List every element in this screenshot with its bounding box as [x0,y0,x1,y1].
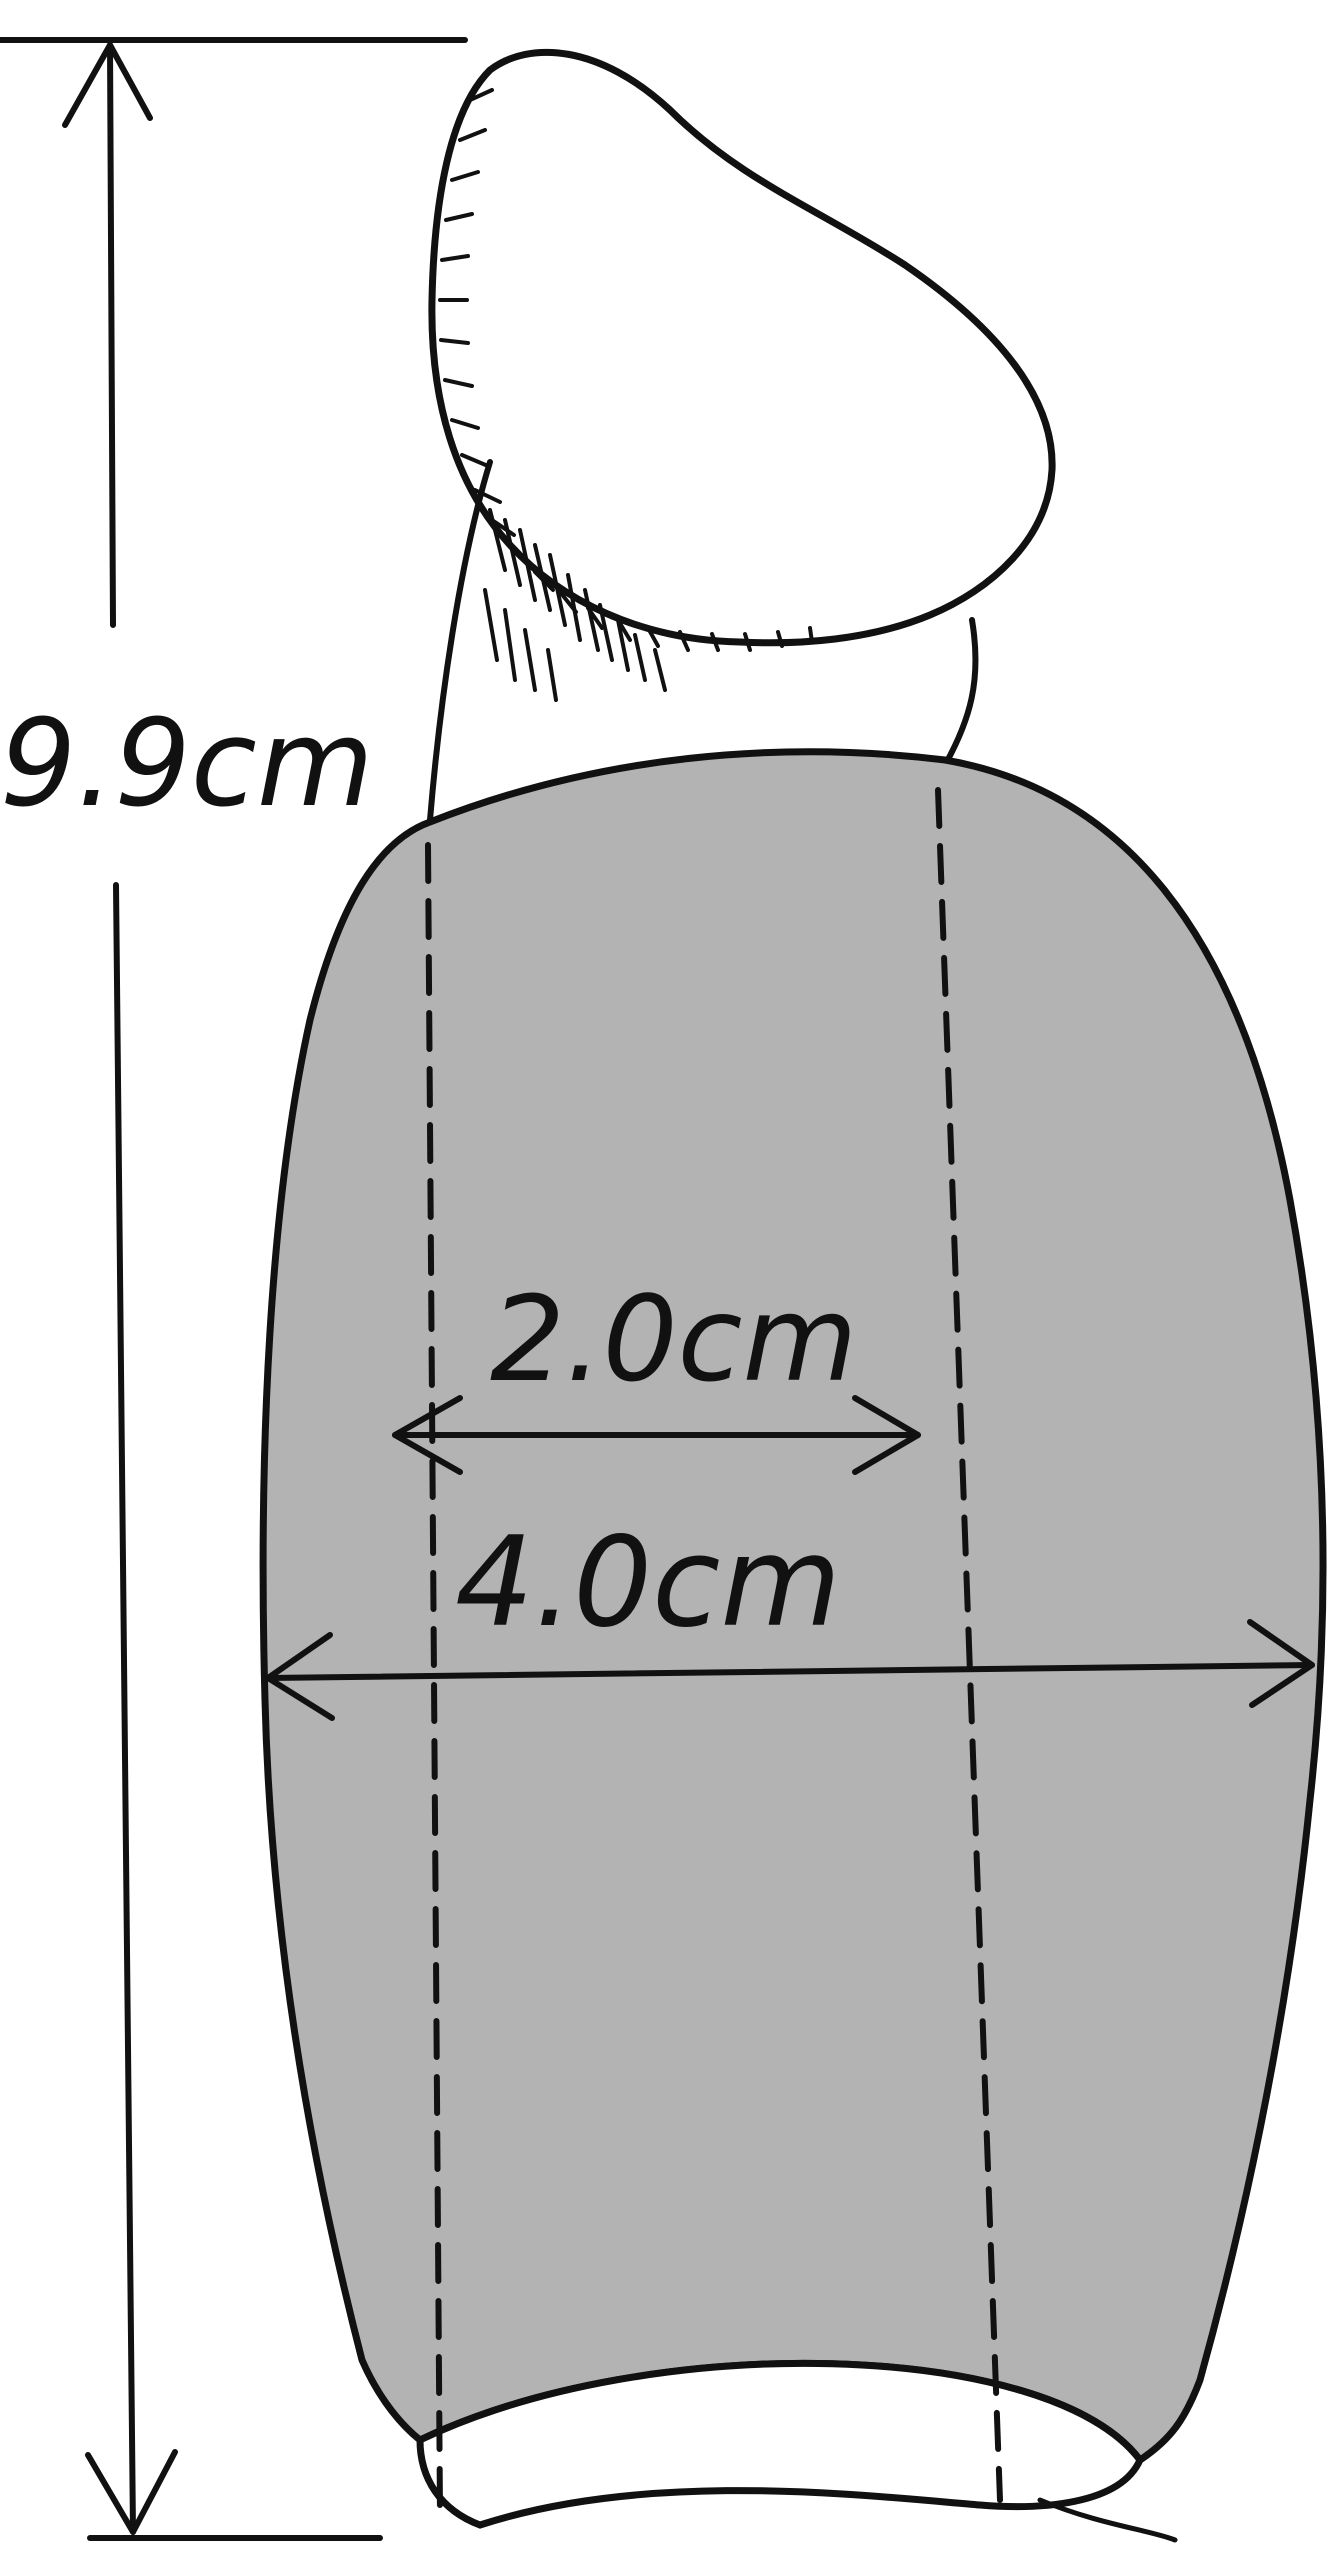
height-dimension: 9.9cm [0,37,468,2541]
height-label: 9.9cm [0,695,374,834]
dashed-line-right [935,787,1003,2503]
dashed-line-left [425,842,443,2518]
inner-width-label: 2.0cm [490,1270,857,1408]
outer-width-arrow-right [1247,1619,1315,1708]
inner-width-dimension: 2.0cm [392,1270,921,1475]
outer-width-line [265,1662,1315,1681]
sleeve [259,748,1327,2543]
height-line-lower [113,882,136,2535]
head-outline [428,48,1056,647]
stem-hatching [483,508,667,702]
head-hatching [438,88,814,652]
outer-width-dimension: 4.0cm [265,1511,1315,1721]
inner-width-arrow-left [392,1395,463,1475]
outer-width-arrow-left [265,1632,335,1721]
height-arrow-bottom [85,2449,178,2535]
outer-width-label: 4.0cm [455,1511,841,1655]
sleeve-opening [416,2359,1145,2529]
height-arrow-top [62,42,153,128]
height-line-upper [107,42,116,628]
sleeve-thread [1037,2497,1178,2543]
head [428,48,1056,652]
inner-width-arrow-right [852,1395,921,1475]
